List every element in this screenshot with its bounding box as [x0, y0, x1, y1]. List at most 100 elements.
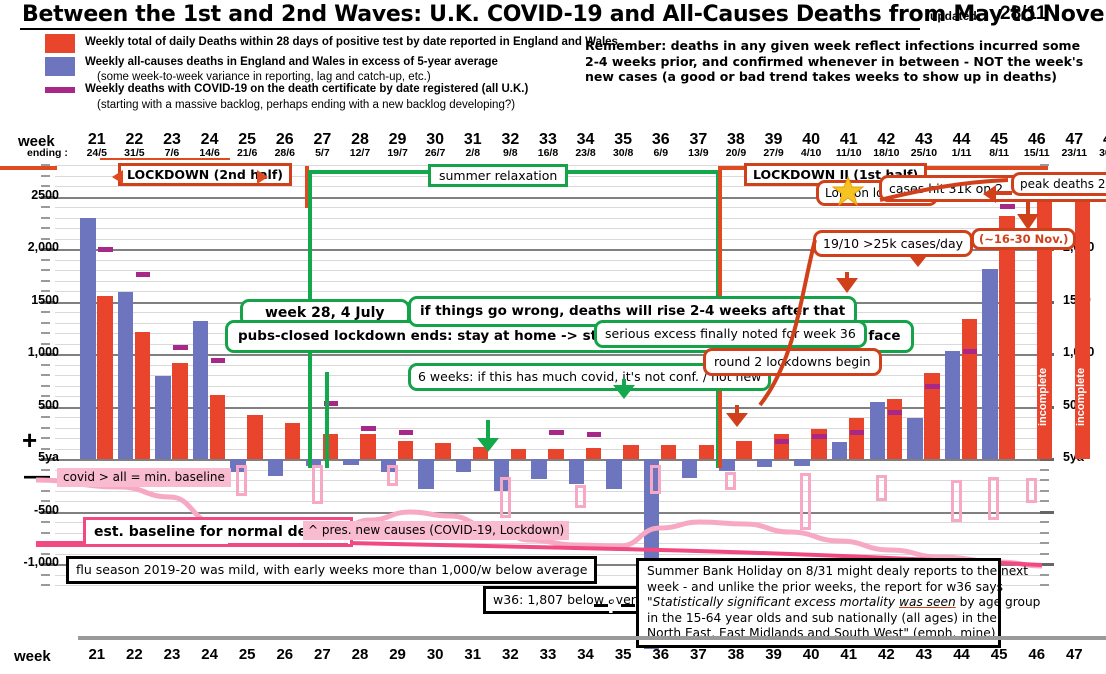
cases-25k-arrow	[836, 278, 858, 293]
gridline	[55, 217, 1040, 219]
summer-relaxation-banner: summer relaxation	[428, 164, 569, 187]
bar-excess-w28	[343, 459, 359, 466]
y-label-left-1,000: 1,000	[27, 345, 59, 359]
y-tick-right	[1040, 500, 1049, 502]
y-label-left-5ya: 5ya	[38, 450, 59, 464]
y-tick-left	[41, 521, 50, 523]
week-number-42: 42	[877, 131, 896, 148]
week-number-34: 34	[576, 131, 595, 148]
week-ending-33: 16/8	[537, 147, 559, 159]
bar-covid-w25	[247, 414, 263, 459]
bar-excess-w44	[944, 350, 961, 459]
marker-certificate-w41	[849, 430, 865, 436]
gridline	[55, 427, 1040, 429]
bar-excess-w41	[831, 442, 848, 459]
presumed-new-causes-box	[236, 465, 248, 496]
y-tick-left	[41, 195, 55, 199]
y-tick-left	[41, 426, 50, 429]
bottom-week-46: 46	[1028, 646, 1046, 663]
week-ending-30: 26/7	[424, 147, 446, 159]
gridline	[55, 459, 1040, 461]
week-number-44: 44	[952, 131, 971, 148]
gridline	[55, 291, 1040, 292]
lockdown1-bracket-drop	[305, 166, 309, 208]
marker-certificate-w44	[962, 348, 978, 354]
week-number-27: 27	[313, 131, 332, 148]
incomplete-label-w47: incomplete	[1074, 367, 1087, 426]
gridline	[55, 396, 1040, 397]
bar-covid-w45	[999, 216, 1015, 459]
week-ending-36: 6/9	[653, 147, 669, 159]
week-number-25: 25	[238, 131, 257, 148]
week-ending-40: 4/10	[800, 147, 822, 159]
y-tick-right	[1040, 531, 1049, 534]
bar-excess-w42	[869, 401, 886, 459]
week-number-48: 48	[1091, 131, 1106, 149]
week28-stem	[325, 372, 329, 468]
legend-label-covid-deaths: Weekly total of daily Deaths within 28 d…	[85, 36, 618, 48]
round2-stem	[735, 405, 739, 415]
six-weeks-arrow	[477, 438, 499, 452]
y-tick-right	[1040, 479, 1049, 481]
week-ending-39: 27/9	[763, 147, 784, 159]
bar-covid-w38	[736, 440, 752, 459]
y-tick-left	[41, 353, 55, 356]
bottom-week-45: 45	[990, 646, 1008, 663]
marker-certificate-w45	[1000, 203, 1015, 209]
presumed-new-causes-box	[950, 480, 962, 522]
week-number-29: 29	[388, 131, 407, 148]
week-number-45: 45	[990, 131, 1009, 148]
marker-certificate-w39	[774, 439, 790, 445]
bottom-week-33: 33	[539, 646, 557, 663]
week-number-38: 38	[727, 131, 745, 148]
bottom-week-25: 25	[238, 646, 256, 663]
y-tick-left	[41, 384, 50, 387]
gridline	[55, 270, 1040, 271]
bar-covid-w34	[585, 447, 602, 459]
bar-covid-w30	[435, 443, 451, 459]
week-ending-43: 25/10	[910, 147, 938, 159]
marker-certificate-w24	[210, 358, 226, 364]
updated-label: updated:	[930, 9, 981, 23]
bar-covid-w39	[773, 434, 790, 459]
bottom-week-32: 32	[502, 646, 519, 663]
bar-covid-w26	[284, 423, 301, 459]
y-tick-left	[41, 164, 50, 166]
six-weeks-callout: 6 weeks: if this has much covid, it's no…	[408, 363, 772, 391]
bar-covid-w44	[961, 319, 978, 459]
presumed-new-causes-box	[725, 471, 737, 491]
bar-covid-w47	[1074, 183, 1091, 459]
gridline	[55, 280, 1040, 282]
gridline	[55, 228, 1040, 229]
bar-covid-w33	[548, 449, 564, 459]
y-tick-left	[41, 584, 50, 586]
y-tick-left	[41, 290, 50, 292]
bar-covid-w41	[848, 418, 865, 459]
week-ending-45: 8/11	[989, 147, 1010, 159]
bar-covid-w42	[886, 398, 903, 459]
week-number-41: 41	[839, 131, 858, 148]
axis-plus-sign: +	[22, 425, 38, 455]
y-tick-right	[1040, 468, 1049, 471]
bar-covid-w24	[209, 394, 226, 459]
covid-gt-all-text: covid > all = min. baseline	[63, 470, 225, 484]
serious-excess-callout: serious excess finally noted for week 36	[594, 320, 867, 348]
six-weeks-text: 6 weeks: if this has much covid, it's no…	[418, 369, 762, 384]
y-tick-right	[1040, 552, 1049, 555]
remember-note: Remember: deaths in any given week refle…	[585, 38, 1084, 84]
bottom-week-36: 36	[652, 646, 670, 663]
lockdown1-bracket-left	[0, 166, 57, 170]
y-tick-right	[1040, 521, 1049, 523]
week-number-43: 43	[915, 131, 933, 148]
y-tick-left	[41, 174, 50, 177]
bar-excess-w22	[117, 292, 134, 459]
marker-certificate-w21	[98, 247, 113, 252]
y-tick-left	[41, 374, 50, 376]
week-ending-48: 30/11	[1099, 147, 1106, 159]
legend-swatch-certificate-deaths	[45, 87, 75, 93]
serious-excess-stem	[622, 379, 626, 387]
week-number-39: 39	[764, 131, 783, 148]
gridline	[55, 406, 1040, 409]
bank-holiday-tail: by age group	[955, 595, 1041, 610]
bank-holiday-callout: Summer Bank Holiday on 8/31 might dealy …	[636, 558, 1040, 648]
